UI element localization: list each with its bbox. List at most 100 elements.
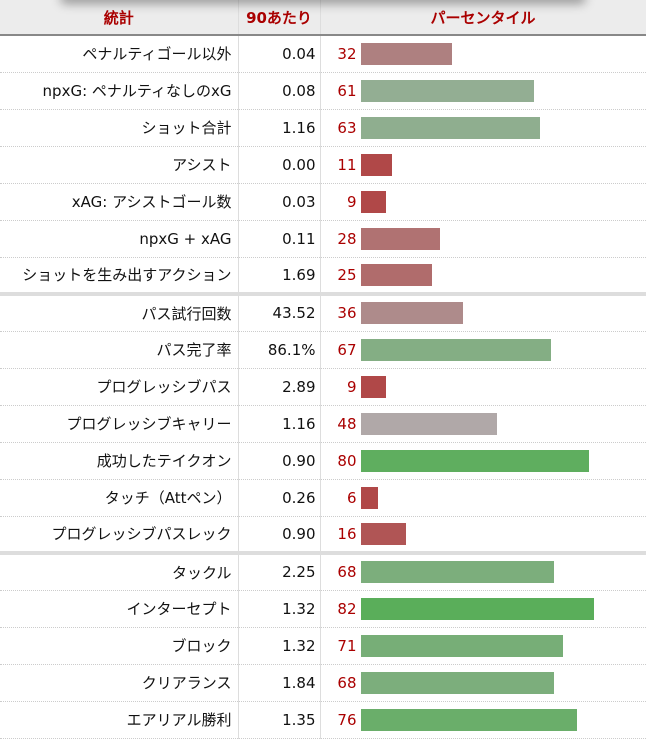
per90-value: 43.52	[238, 292, 321, 332]
per90-value: 0.00	[238, 146, 321, 184]
header-per90[interactable]: 90あたり	[238, 0, 321, 36]
percentile-cell: 6	[320, 479, 646, 517]
stat-name: プログレッシブパスレック	[0, 516, 239, 554]
percentile-value: 63	[337, 118, 357, 137]
stat-name: ショット合計	[0, 109, 239, 147]
percentile-cell: 11	[320, 146, 646, 184]
per90-value: 1.32	[238, 590, 321, 628]
stat-name: インターセプト	[0, 590, 239, 628]
table-row: アシスト 0.00 11	[0, 146, 646, 184]
percentile-cell: 67	[320, 331, 646, 369]
percentile-value: 9	[346, 192, 357, 211]
table-row: 成功したテイクオン 0.90 80	[0, 442, 646, 480]
percentile-bar	[360, 412, 498, 435]
percentile-bar	[360, 708, 578, 731]
per90-value: 0.90	[238, 516, 321, 554]
percentile-bar	[360, 522, 407, 545]
percentile-value: 82	[337, 599, 357, 618]
stat-name: 成功したテイクオン	[0, 442, 239, 480]
percentile-cell: 9	[320, 183, 646, 221]
per90-value: 86.1%	[238, 331, 321, 369]
percentile-value: 68	[337, 673, 357, 692]
percentile-value: 32	[337, 44, 357, 63]
percentile-bar	[360, 116, 541, 139]
percentile-bar	[360, 42, 452, 65]
percentile-bar	[360, 375, 387, 398]
percentile-value: 36	[337, 304, 357, 323]
percentile-cell: 82	[320, 590, 646, 628]
stat-name: xAG: アシストゴール数	[0, 183, 239, 221]
table-row: クリアランス 1.84 68	[0, 664, 646, 702]
percentile-cell: 80	[320, 442, 646, 480]
table-row: ブロック 1.32 71	[0, 627, 646, 665]
per90-value: 0.04	[238, 35, 321, 73]
percentile-bar	[360, 263, 432, 286]
table-row: プログレッシブキャリー 1.16 48	[0, 405, 646, 443]
stat-name: パス完了率	[0, 331, 239, 369]
percentile-bar	[360, 449, 589, 472]
per90-value: 1.35	[238, 701, 321, 739]
percentile-cell: 36	[320, 292, 646, 332]
percentile-cell: 61	[320, 72, 646, 110]
table-row: タッチ（Attペン） 0.26 6	[0, 479, 646, 517]
percentile-bar	[360, 561, 555, 584]
per90-value: 0.11	[238, 220, 321, 258]
stat-name: エアリアル勝利	[0, 701, 239, 739]
per90-value: 1.69	[238, 257, 321, 295]
per90-value: 1.16	[238, 405, 321, 443]
table-row: タックル 2.25 68	[0, 551, 646, 591]
percentile-bar	[360, 153, 392, 176]
percentile-cell: 48	[320, 405, 646, 443]
table-row: ショットを生み出すアクション 1.69 25	[0, 257, 646, 295]
per90-value: 1.32	[238, 627, 321, 665]
percentile-cell: 68	[320, 551, 646, 591]
percentile-value: 80	[337, 451, 357, 470]
table-row: インターセプト 1.32 82	[0, 590, 646, 628]
percentile-cell: 25	[320, 257, 646, 295]
per90-value: 2.25	[238, 551, 321, 591]
stat-name: npxG + xAG	[0, 220, 239, 258]
percentile-bar	[360, 79, 535, 102]
percentile-bar	[360, 190, 387, 213]
percentile-cell: 71	[320, 627, 646, 665]
percentile-value: 25	[337, 265, 357, 284]
percentile-cell: 32	[320, 35, 646, 73]
per90-value: 0.03	[238, 183, 321, 221]
per90-value: 1.84	[238, 664, 321, 702]
header-row: 統計 90あたり パーセンタイル	[0, 0, 646, 36]
table-row: プログレッシブパスレック 0.90 16	[0, 516, 646, 554]
percentile-value: 61	[337, 81, 357, 100]
per90-value: 0.26	[238, 479, 321, 517]
stat-name: ペナルティゴール以外	[0, 35, 239, 73]
percentile-value: 48	[337, 414, 357, 433]
percentile-value: 71	[337, 636, 357, 655]
per90-value: 0.90	[238, 442, 321, 480]
percentile-bar	[360, 671, 555, 694]
header-stat[interactable]: 統計	[0, 0, 239, 36]
table-row: xAG: アシストゴール数 0.03 9	[0, 183, 646, 221]
percentile-bar	[360, 302, 464, 325]
stat-name: パス試行回数	[0, 292, 239, 332]
percentile-value: 16	[337, 524, 357, 543]
percentile-cell: 16	[320, 516, 646, 554]
percentile-cell: 76	[320, 701, 646, 739]
per90-value: 1.16	[238, 109, 321, 147]
stat-name: ショットを生み出すアクション	[0, 257, 239, 295]
percentile-value: 6	[346, 488, 357, 507]
per90-value: 2.89	[238, 368, 321, 406]
percentile-bar	[360, 227, 441, 250]
percentile-value: 68	[337, 563, 357, 582]
table-row: npxG + xAG 0.11 28	[0, 220, 646, 258]
percentile-value: 76	[337, 710, 357, 729]
per90-value: 0.08	[238, 72, 321, 110]
percentile-cell: 63	[320, 109, 646, 147]
table-row: エアリアル勝利 1.35 76	[0, 701, 646, 739]
percentile-value: 28	[337, 229, 357, 248]
table-row: プログレッシブパス 2.89 9	[0, 368, 646, 406]
header-percentile[interactable]: パーセンタイル	[320, 0, 646, 36]
percentile-cell: 9	[320, 368, 646, 406]
table-row: パス完了率 86.1% 67	[0, 331, 646, 369]
stat-name: タッチ（Attペン）	[0, 479, 239, 517]
stat-name: プログレッシブパス	[0, 368, 239, 406]
